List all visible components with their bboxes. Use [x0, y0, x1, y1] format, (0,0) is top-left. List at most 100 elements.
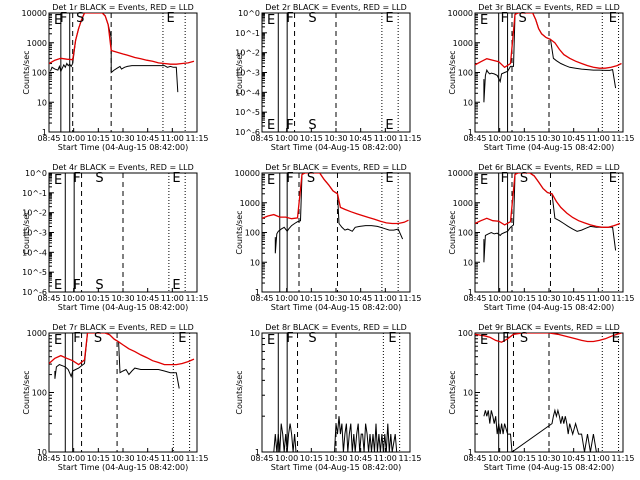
panel-title: Det 6r BLACK = Events, RED = LLD	[478, 163, 620, 172]
y-tick-label: 10^-6	[22, 288, 47, 297]
flag-label-top: E	[54, 333, 62, 348]
panel-title: Det 5r BLACK = Events, RED = LLD	[265, 163, 407, 172]
flag-label-top: E	[385, 171, 393, 186]
x-tick-label: 08:45	[463, 454, 486, 463]
y-tick-label: 10	[37, 98, 47, 107]
flag-label-top: F	[73, 331, 80, 346]
det-panel-6: Det 6r BLACK = Events, RED = LLD 1 10 100 10…	[448, 163, 635, 312]
flag-label-top: E	[480, 333, 488, 348]
events-series-line	[483, 408, 603, 452]
flag-label-top: F	[502, 331, 509, 346]
flag-label-top: E	[267, 333, 275, 348]
lld-series-line	[49, 333, 195, 366]
x-axis-label: Start Time (04-Aug-15 08:42:00)	[58, 143, 189, 152]
x-tick-label: 10:00	[275, 454, 298, 463]
y-tick-label: 1	[255, 288, 260, 297]
flag-label-top: E	[609, 11, 617, 26]
y-tick-label: 10	[463, 389, 473, 398]
x-tick-label: 10:00	[62, 134, 85, 143]
y-axis-label: Counts/sec	[22, 370, 31, 414]
x-axis-label: Start Time (04-Aug-15 08:42:00)	[484, 143, 615, 152]
events-series-line	[483, 173, 617, 263]
x-tick-label: 11:00	[374, 294, 397, 303]
y-tick-label: 1	[42, 128, 47, 137]
x-tick-label: 10:30	[324, 454, 347, 463]
x-tick-label: 10:30	[537, 134, 560, 143]
flag-label-top: F	[73, 171, 80, 186]
x-tick-label: 08:45	[250, 134, 273, 143]
flag-label-bottom: E	[54, 278, 62, 293]
x-tick-label: 11:00	[161, 294, 184, 303]
x-tick-label: 11:15	[398, 134, 421, 143]
flag-label-bottom: F	[286, 118, 293, 133]
det-panel-3: Det 3r BLACK = Events, RED = LLD 1 10 100 10…	[448, 3, 635, 152]
x-tick-label: 10:45	[562, 294, 585, 303]
flag-label-top: E	[388, 331, 396, 346]
det-panel-4: Det 4r BLACK = Events, RED = LLD 10^-6 10^…	[22, 163, 209, 312]
x-axis-label: Start Time (04-Aug-15 08:42:00)	[58, 463, 189, 472]
x-tick-label: 08:45	[37, 454, 60, 463]
x-tick-label: 11:15	[611, 294, 634, 303]
flag-label-top: E	[612, 331, 620, 346]
events-series-line	[273, 416, 398, 452]
x-tick-label: 10:00	[488, 454, 511, 463]
panel-title: Det 1r BLACK = Events, RED = LLD	[52, 3, 194, 12]
x-tick-label: 11:00	[587, 454, 610, 463]
x-tick-label: 10:30	[324, 294, 347, 303]
x-tick-label: 10:00	[62, 294, 85, 303]
y-tick-label: 1	[255, 448, 260, 457]
y-axis-label: Counts/sec	[448, 50, 457, 94]
flag-label-top: E	[54, 173, 62, 188]
x-axis-label: Start Time (04-Aug-15 08:42:00)	[484, 463, 615, 472]
y-axis-label: Counts/sec	[22, 50, 31, 94]
x-tick-label: 10:15	[513, 454, 536, 463]
y-tick-label: 10000	[448, 169, 473, 178]
y-axis-label: Counts/sec	[235, 50, 244, 94]
plot-frame	[48, 12, 198, 133]
y-axis-label: Counts/sec	[448, 370, 457, 414]
flag-label-top: S	[308, 331, 316, 346]
x-tick-label: 10:30	[111, 454, 134, 463]
y-tick-label: 1	[468, 288, 473, 297]
flag-label-top: E	[178, 331, 186, 346]
x-tick-label: 10:15	[87, 294, 110, 303]
y-tick-label: 10	[250, 329, 260, 338]
flag-label-bottom: S	[95, 278, 103, 293]
y-tick-label: 10^-2	[235, 49, 260, 58]
lld-series-line	[475, 173, 621, 228]
x-tick-label: 10:15	[87, 454, 110, 463]
x-tick-label: 08:45	[463, 134, 486, 143]
det-panel-8: Det 8r BLACK = Events, RED = LLD 1 10 Count…	[235, 323, 422, 472]
plot-frame	[474, 172, 624, 293]
x-tick-label: 10:45	[136, 454, 159, 463]
events-series-line	[274, 173, 404, 254]
x-tick-label: 10:45	[349, 294, 372, 303]
x-tick-label: 11:15	[398, 294, 421, 303]
y-axis-label: Counts/sec	[22, 210, 31, 254]
y-tick-label: 100	[32, 69, 47, 78]
y-tick-label: 10^0	[238, 9, 260, 18]
x-axis-label: Start Time (04-Aug-15 08:42:00)	[484, 303, 615, 312]
events-series-line	[50, 13, 179, 93]
y-tick-label: 10000	[22, 9, 47, 18]
flag-label-top: E	[267, 173, 275, 188]
flag-label-top: F	[286, 331, 293, 346]
flag-label-top: F	[501, 11, 508, 26]
panel-title: Det 7r BLACK = Events, RED = LLD	[52, 323, 194, 332]
x-tick-label: 11:00	[587, 294, 610, 303]
flag-label-bottom: S	[308, 118, 316, 133]
plot-frame	[261, 172, 411, 293]
y-tick-label: 10^-6	[235, 128, 260, 137]
det-panel-5: Det 5r BLACK = Events, RED = LLD 1 10 100 10…	[235, 163, 422, 312]
lld-series-line	[475, 13, 622, 69]
y-axis-label: Counts/sec	[448, 210, 457, 254]
x-tick-label: 10:15	[300, 454, 323, 463]
x-tick-label: 08:45	[37, 134, 60, 143]
x-tick-label: 10:45	[562, 454, 585, 463]
x-tick-label: 10:00	[62, 454, 85, 463]
y-tick-label: 1	[468, 448, 473, 457]
x-tick-label: 10:00	[275, 294, 298, 303]
lld-series-line	[49, 13, 195, 65]
x-tick-label: 08:45	[37, 294, 60, 303]
